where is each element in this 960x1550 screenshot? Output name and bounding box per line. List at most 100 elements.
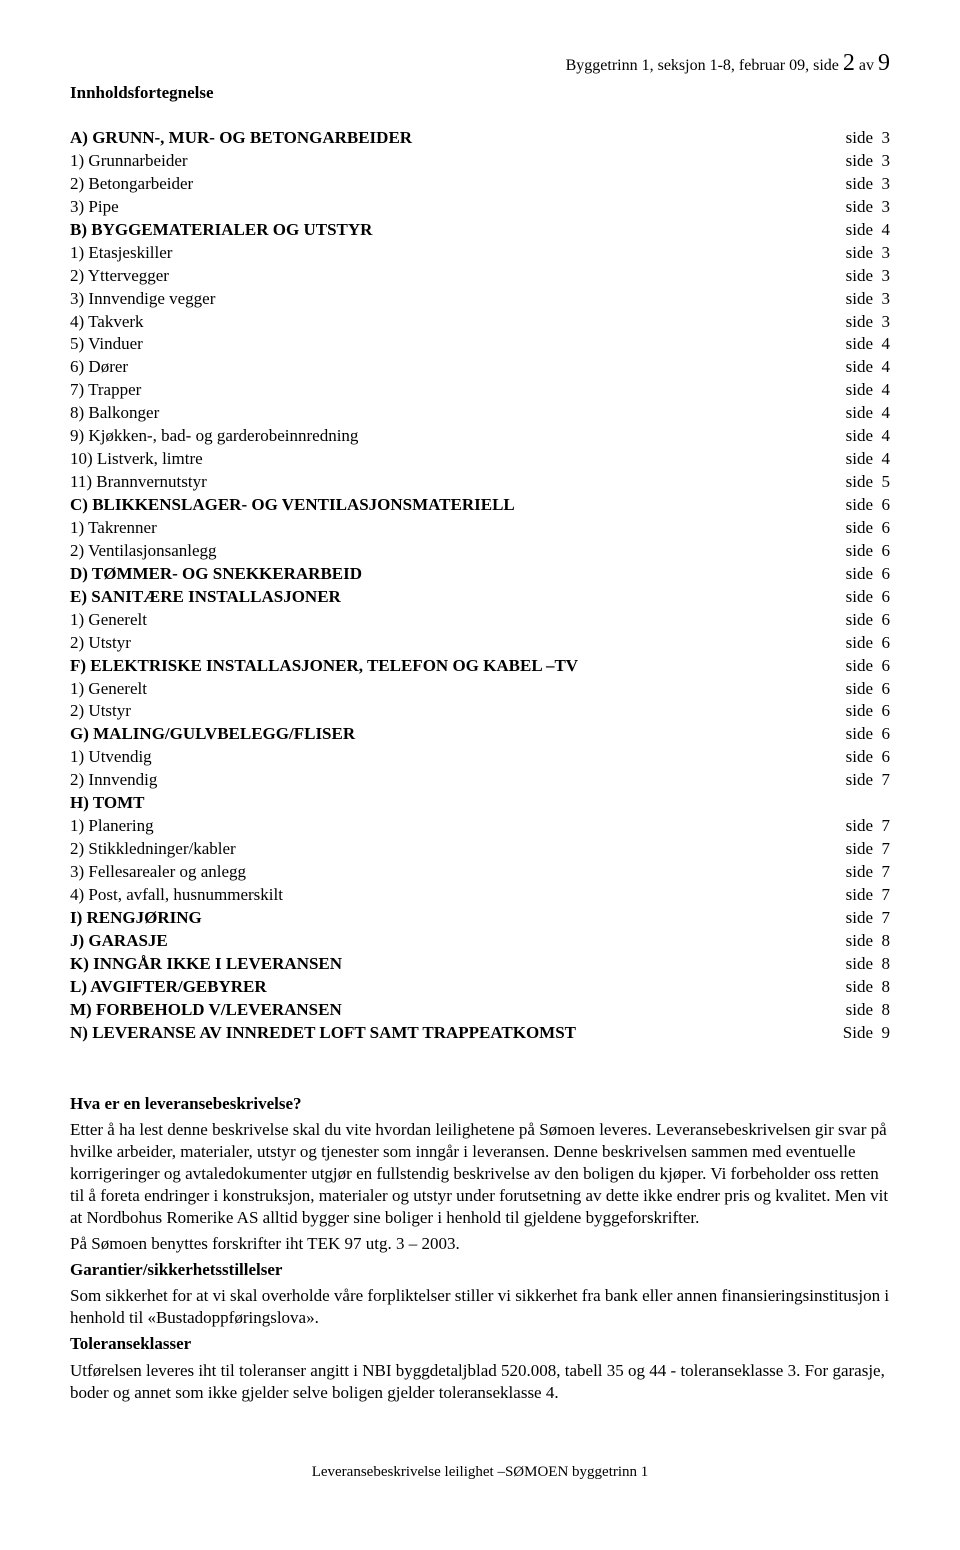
toc-page-word: side bbox=[846, 816, 873, 835]
toc-page-word: side bbox=[846, 449, 873, 468]
toc-page: Side 9 bbox=[835, 1022, 890, 1045]
header-prefix: Byggetrinn 1, seksjon 1-8, februar 09, s… bbox=[566, 57, 843, 74]
toc-label: 2) Innvendig bbox=[70, 769, 838, 792]
toc-page-number: 5 bbox=[882, 472, 891, 491]
toc-page-number: 6 bbox=[882, 724, 891, 743]
toc-page: side 3 bbox=[838, 288, 890, 311]
toc-page-word: side bbox=[846, 610, 873, 629]
toc-page-number: 4 bbox=[882, 403, 891, 422]
toc-page-number: 6 bbox=[882, 679, 891, 698]
toc-page: side 8 bbox=[838, 953, 890, 976]
toc-page-word: side bbox=[846, 243, 873, 262]
body-text: Hva er en leveransebeskrivelse? Etter å … bbox=[70, 1093, 890, 1404]
paragraph: Etter å ha lest denne beskrivelse skal d… bbox=[70, 1119, 890, 1229]
toc-label: 4) Takverk bbox=[70, 311, 838, 334]
toc-page: side 3 bbox=[838, 173, 890, 196]
paragraph: Utførelsen leveres iht til toleranser an… bbox=[70, 1360, 890, 1404]
toc-label: I) RENGJØRING bbox=[70, 907, 838, 930]
toc-page-word: side bbox=[846, 334, 873, 353]
toc-page-word: side bbox=[846, 770, 873, 789]
toc-row: 8) Balkongerside 4 bbox=[70, 402, 890, 425]
toc-page: side 3 bbox=[838, 265, 890, 288]
toc-page: side 6 bbox=[838, 609, 890, 632]
toc-page-word: side bbox=[846, 656, 873, 675]
toc-page-word: side bbox=[846, 174, 873, 193]
toc-page: side 8 bbox=[838, 999, 890, 1022]
toc-label: 1) Takrenner bbox=[70, 517, 838, 540]
toc-page-word: side bbox=[846, 541, 873, 560]
toc-page-word: side bbox=[846, 724, 873, 743]
toc-page-word: side bbox=[846, 426, 873, 445]
toc-row: C) BLIKKENSLAGER- OG VENTILASJONSMATERIE… bbox=[70, 494, 890, 517]
toc-page: side 6 bbox=[838, 540, 890, 563]
toc-page-word: side bbox=[846, 518, 873, 537]
toc-page-number: 3 bbox=[882, 174, 891, 193]
toc-label: J) GARASJE bbox=[70, 930, 838, 953]
toc-label: D) TØMMER- OG SNEKKERARBEID bbox=[70, 563, 838, 586]
toc-row: 1) Takrenner side 6 bbox=[70, 517, 890, 540]
toc-page-number: 4 bbox=[882, 380, 891, 399]
toc-page-number: 6 bbox=[882, 518, 891, 537]
toc-label: 2) Betongarbeider bbox=[70, 173, 838, 196]
toc-label: 8) Balkonger bbox=[70, 402, 838, 425]
toc-page: side 3 bbox=[838, 196, 890, 219]
toc-row: H) TOMT bbox=[70, 792, 890, 815]
toc-label: 11) Brannvernutstyr bbox=[70, 471, 838, 494]
toc-label: C) BLIKKENSLAGER- OG VENTILASJONSMATERIE… bbox=[70, 494, 838, 517]
toc-page: side 4 bbox=[838, 425, 890, 448]
toc-page: side 3 bbox=[838, 150, 890, 173]
toc-label: L) AVGIFTER/GEBYRER bbox=[70, 976, 838, 999]
toc-page: side 6 bbox=[838, 700, 890, 723]
toc-page: side 4 bbox=[838, 333, 890, 356]
toc-row: J) GARASJEside 8 bbox=[70, 930, 890, 953]
toc-page-number: 3 bbox=[882, 197, 891, 216]
document-page: Byggetrinn 1, seksjon 1-8, februar 09, s… bbox=[0, 0, 960, 1521]
header-current-page: 2 bbox=[843, 50, 855, 76]
toc-page: side 7 bbox=[838, 769, 890, 792]
toc-page-word: Side bbox=[843, 1023, 873, 1042]
toc-page-number: 4 bbox=[882, 449, 891, 468]
toc-row: 10) Listverk, limtreside 4 bbox=[70, 448, 890, 471]
toc-row: A) GRUNN-, MUR- OG BETONGARBEIDERside 3 bbox=[70, 127, 890, 150]
header-total-pages: 9 bbox=[878, 50, 890, 76]
table-of-contents: A) GRUNN-, MUR- OG BETONGARBEIDERside 31… bbox=[70, 127, 890, 1045]
toc-page-word: side bbox=[846, 151, 873, 170]
toc-page-number: 8 bbox=[882, 977, 891, 996]
toc-page: side 4 bbox=[838, 448, 890, 471]
toc-row: 1) Etasjeskillerside 3 bbox=[70, 242, 890, 265]
toc-row: 2) Utstyrside 6 bbox=[70, 700, 890, 723]
toc-page-number: 6 bbox=[882, 587, 891, 606]
toc-row: M) FORBEHOLD V/LEVERANSENside 8 bbox=[70, 999, 890, 1022]
toc-row: 2) Utstyrside 6 bbox=[70, 632, 890, 655]
toc-page-number: 7 bbox=[882, 908, 891, 927]
toc-row: 3) Innvendige veggerside 3 bbox=[70, 288, 890, 311]
toc-label: A) GRUNN-, MUR- OG BETONGARBEIDER bbox=[70, 127, 838, 150]
toc-label: 2) Utstyr bbox=[70, 700, 838, 723]
toc-row: 1) Genereltside 6 bbox=[70, 678, 890, 701]
toc-page-number: 7 bbox=[882, 862, 891, 881]
toc-row: 2) Stikkledninger/kablerside 7 bbox=[70, 838, 890, 861]
page-title: Innholdsfortegnelse bbox=[70, 83, 890, 103]
toc-page-number: 8 bbox=[882, 931, 891, 950]
toc-label: E) SANITÆRE INSTALLASJONER bbox=[70, 586, 838, 609]
toc-label: 2) Utstyr bbox=[70, 632, 838, 655]
toc-label: 6) Dører bbox=[70, 356, 838, 379]
toc-label: G) MALING/GULVBELEGG/FLISER bbox=[70, 723, 838, 746]
toc-page-word: side bbox=[846, 472, 873, 491]
header-middle: av bbox=[855, 57, 878, 74]
toc-page: side 7 bbox=[838, 861, 890, 884]
toc-page-word: side bbox=[846, 128, 873, 147]
toc-label: N) LEVERANSE AV INNREDET LOFT SAMT TRAPP… bbox=[70, 1022, 835, 1045]
toc-row: L) AVGIFTER/GEBYRERside 8 bbox=[70, 976, 890, 999]
toc-label: 9) Kjøkken-, bad- og garderobeinnredning bbox=[70, 425, 838, 448]
toc-label: 7) Trapper bbox=[70, 379, 838, 402]
toc-page: side 7 bbox=[838, 907, 890, 930]
toc-row: N) LEVERANSE AV INNREDET LOFT SAMT TRAPP… bbox=[70, 1022, 890, 1045]
toc-page-number: 7 bbox=[882, 839, 891, 858]
toc-page-number: 4 bbox=[882, 426, 891, 445]
toc-row: 1) Planeringside 7 bbox=[70, 815, 890, 838]
toc-page-number: 3 bbox=[882, 243, 891, 262]
toc-page: side 3 bbox=[838, 127, 890, 150]
toc-row: 1) Grunnarbeiderside 3 bbox=[70, 150, 890, 173]
toc-row: 1) Genereltside 6 bbox=[70, 609, 890, 632]
